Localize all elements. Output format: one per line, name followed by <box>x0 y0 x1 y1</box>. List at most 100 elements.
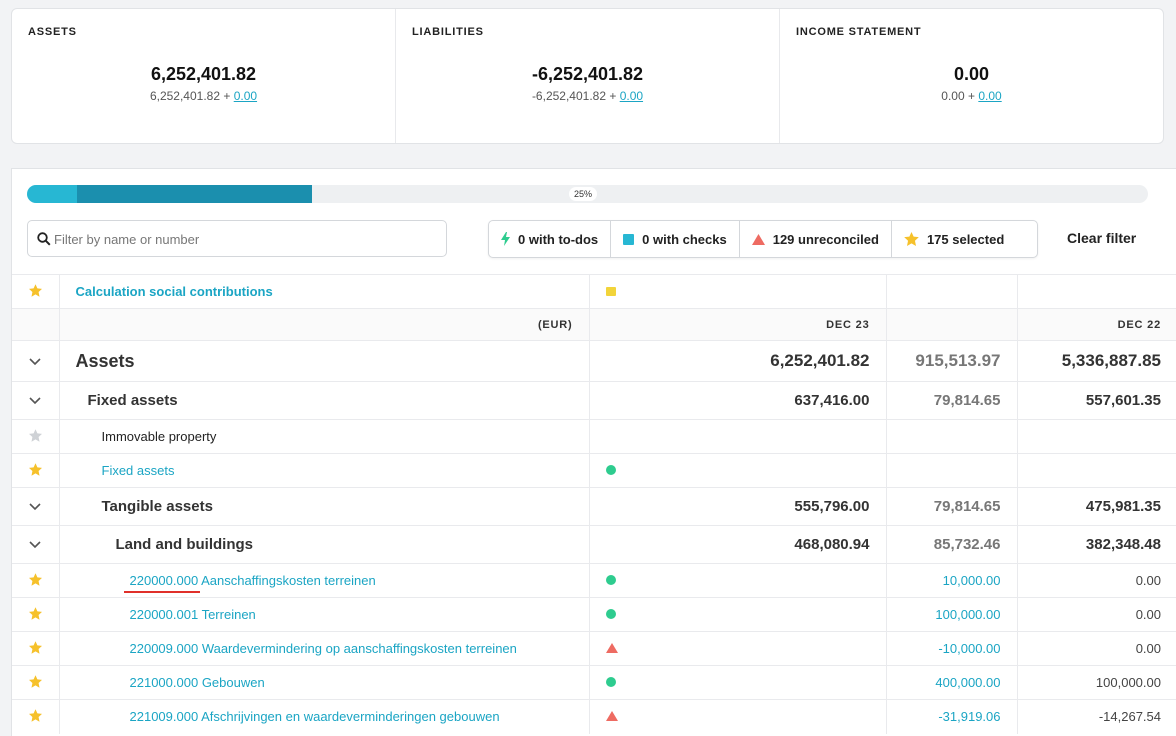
value-dec23: 6,252,401.82 <box>589 340 887 382</box>
account-link[interactable]: 221000.000 Gebouwen <box>130 675 265 690</box>
table-row: 221009.000 Afschrijvingen en waardevermi… <box>12 699 1176 734</box>
value-dec22: 475,981.35 <box>1017 487 1176 526</box>
value-dec23: 637,416.00 <box>589 381 887 420</box>
filter-selected-label: 175 selected <box>926 231 1005 247</box>
row-name: Immovable property <box>101 429 217 444</box>
filter-unreconciled-button[interactable]: 129 unreconciled <box>740 221 892 257</box>
warning-triangle-icon <box>605 709 618 724</box>
star-icon[interactable] <box>28 674 42 691</box>
account-name: Terreinen <box>201 607 256 622</box>
row-name: Assets <box>59 340 590 382</box>
value-dec22: 557,601.35 <box>1017 381 1176 420</box>
value-dec23[interactable]: 400,000.00 <box>886 665 1018 700</box>
search-box <box>27 220 447 257</box>
filter-checks-label: 0 with checks <box>642 231 727 247</box>
value-dec23[interactable]: -31,919.06 <box>886 699 1018 734</box>
value-dec22: 5,336,887.85 <box>1017 340 1176 382</box>
account-name: Aanschaffingskosten terreinen <box>201 573 376 588</box>
card-breakdown: -6,252,401.82 + 0.00 <box>531 89 644 103</box>
card-label: INCOME STATEMENT <box>796 26 922 38</box>
progress-bar: 25% <box>27 185 1148 203</box>
chevron-down-icon[interactable] <box>29 499 41 514</box>
table-row: 220000.001 Terreinen 100,000.00 0.00 <box>12 597 1176 632</box>
card-breakdown: 6,252,401.82 + 0.00 <box>149 89 258 103</box>
value-diff: 0.00 <box>1017 597 1176 632</box>
value-dec23: 555,796.00 <box>589 487 887 526</box>
account-name: Afschrijvingen en waardeverminderingen g… <box>201 709 500 725</box>
star-icon[interactable] <box>28 283 42 300</box>
star-icon[interactable] <box>28 606 42 623</box>
green-dot-icon <box>605 465 616 475</box>
table-row: Immovable property <box>12 419 1176 454</box>
account-name: Waardevermindering op aanschaffingskoste… <box>201 641 517 656</box>
table-row: Land and buildings 468,080.94 85,732.46 … <box>12 525 1176 564</box>
progress-segment-complete <box>27 185 77 203</box>
value-diff: -14,267.54 <box>1017 699 1176 734</box>
card-total: 6,252,401.82 <box>150 64 257 84</box>
green-dot-icon <box>605 609 616 619</box>
value-dec23[interactable]: 10,000.00 <box>886 563 1018 598</box>
filter-selected-button[interactable]: 175 selected <box>892 221 1016 257</box>
account-number: 221000.000 <box>129 675 199 690</box>
chevron-down-icon[interactable] <box>29 354 41 369</box>
account-number: 221009.000 <box>129 709 199 725</box>
accounts-table: Calculation social contributions (EUR) D… <box>12 274 1176 734</box>
card-delta-link[interactable]: 0.00 <box>978 89 1002 103</box>
account-link[interactable]: 221009.000 Afschrijvingen en waardevermi… <box>130 709 500 724</box>
account-link[interactable]: 220000.001 Terreinen <box>130 607 256 622</box>
card-total: -6,252,401.82 <box>531 64 644 84</box>
chevron-down-icon[interactable] <box>29 393 41 408</box>
value-dec23[interactable]: -10,000.00 <box>886 631 1018 666</box>
card-total: 0.00 <box>953 64 990 84</box>
star-icon[interactable] <box>28 640 42 657</box>
row-name: Fixed assets <box>59 381 590 420</box>
assets-card: ASSETS 6,252,401.82 6,252,401.82 + 0.00 <box>12 9 396 143</box>
filter-todos-button[interactable]: 0 with to-dos <box>489 221 612 257</box>
column-dec22[interactable]: DEC 22 <box>1017 308 1176 341</box>
warning-triangle-icon <box>605 641 618 656</box>
row-name: Tangible assets <box>59 487 590 526</box>
table-row: 221000.000 Gebouwen 400,000.00 100,000.0… <box>12 665 1176 700</box>
value-diff: 85,732.46 <box>886 525 1018 564</box>
account-link[interactable]: 220009.000 Waardevermindering op aanscha… <box>130 641 517 656</box>
value-dec23[interactable]: 100,000.00 <box>886 597 1018 632</box>
value-diff: 0.00 <box>1017 563 1176 598</box>
account-number: 220000.001 <box>129 607 199 622</box>
card-label: ASSETS <box>28 26 77 38</box>
filter-todos-label: 0 with to-dos <box>518 231 599 247</box>
account-link[interactable]: Fixed assets <box>101 463 175 478</box>
table-row: Assets 6,252,401.82 915,513.97 5,336,887… <box>12 340 1176 382</box>
income-statement-card: INCOME STATEMENT 0.00 0.00 + 0.00 <box>780 9 1163 143</box>
table-row: Fixed assets <box>12 453 1176 488</box>
star-icon[interactable] <box>28 572 42 589</box>
card-label: LIABILITIES <box>412 26 484 38</box>
column-dec23[interactable]: DEC 23 <box>589 308 887 341</box>
card-delta-link[interactable]: 0.00 <box>619 89 644 103</box>
table-row: Calculation social contributions <box>12 274 1176 309</box>
account-link[interactable]: 220000.000 Aanschaffingskosten terreinen <box>123 573 376 593</box>
column-header-row: (EUR) DEC 23 DEC 22 <box>12 308 1176 341</box>
filter-checks-button[interactable]: 0 with checks <box>611 221 740 257</box>
clear-filter-button[interactable]: Clear filter <box>1067 230 1137 246</box>
account-number: 220009.000 <box>129 641 199 656</box>
liabilities-card: LIABILITIES -6,252,401.82 -6,252,401.82 … <box>396 9 780 143</box>
green-dot-icon <box>605 575 616 585</box>
card-breakdown: 0.00 + 0.00 <box>941 89 1002 103</box>
calculation-link[interactable]: Calculation social contributions <box>75 284 273 299</box>
star-icon[interactable] <box>28 709 42 725</box>
star-icon <box>904 232 919 246</box>
table-row: Tangible assets 555,796.00 79,814.65 475… <box>12 487 1176 526</box>
star-icon[interactable] <box>28 462 42 479</box>
filter-unreconciled-label: 129 unreconciled <box>772 231 879 247</box>
card-delta-link[interactable]: 0.00 <box>233 89 258 103</box>
account-number: 220000.000 <box>123 573 200 593</box>
star-outline-icon[interactable] <box>28 428 42 445</box>
accounts-panel: 25% 0 with to-dos 0 with checks 129 unre… <box>11 168 1176 736</box>
summary-panel: ASSETS 6,252,401.82 6,252,401.82 + 0.00 … <box>11 8 1164 144</box>
warning-triangle-icon <box>751 233 765 245</box>
chevron-down-icon[interactable] <box>29 537 41 552</box>
table-row: Fixed assets 637,416.00 79,814.65 557,60… <box>12 381 1176 420</box>
search-input[interactable] <box>54 227 434 251</box>
value-diff: 79,814.65 <box>886 381 1018 420</box>
table-row: 220009.000 Waardevermindering op aanscha… <box>12 631 1176 666</box>
